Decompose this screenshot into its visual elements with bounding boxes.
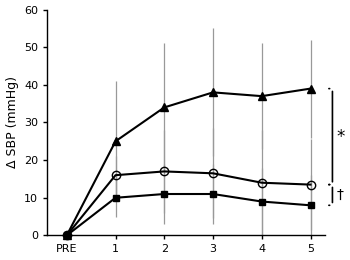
Text: *: * bbox=[336, 128, 345, 146]
Text: †: † bbox=[336, 188, 343, 202]
Y-axis label: Δ SBP (mmHg): Δ SBP (mmHg) bbox=[6, 76, 19, 168]
